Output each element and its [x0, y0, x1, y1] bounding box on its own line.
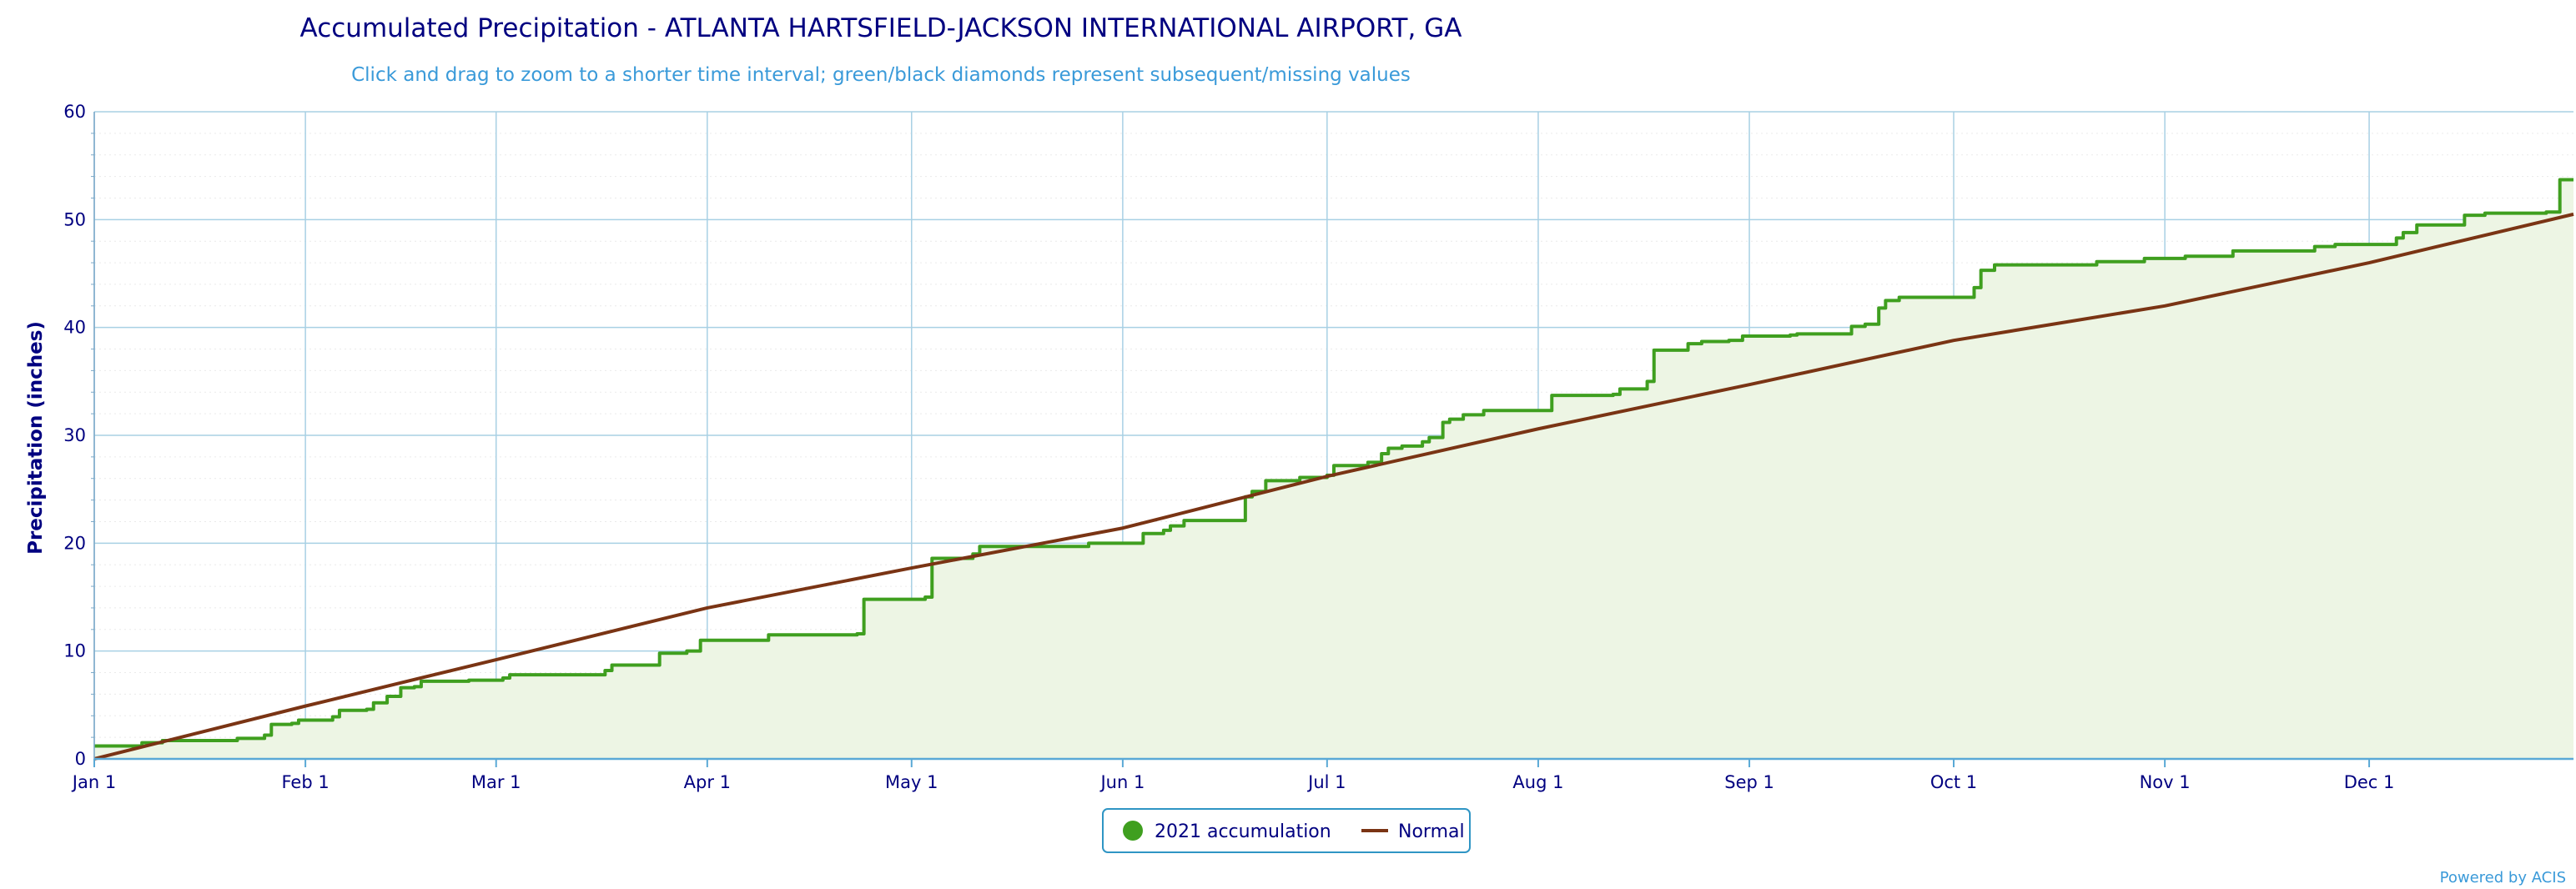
x-tick-label: Aug 1 [1512, 772, 1563, 792]
x-tick-label: May 1 [885, 772, 938, 792]
legend-circle-icon [1123, 821, 1143, 841]
y-tick-label: 50 [63, 209, 86, 229]
legend-box [1102, 808, 1471, 853]
y-tick-label: 40 [63, 318, 86, 338]
y-tick-label: 10 [63, 641, 86, 661]
x-tick-label: Nov 1 [2140, 772, 2191, 792]
chart-subtitle: Click and drag to zoom to a shorter time… [351, 64, 1411, 86]
series-line-normal[interactable] [93, 212, 2574, 761]
legend-item-2021-accumulation[interactable]: 2021 accumulation [1123, 821, 1331, 842]
x-tick-label: Oct 1 [1930, 772, 1977, 792]
series-line-2021-accumulation[interactable] [94, 178, 2573, 748]
y-tick-label: 0 [75, 749, 86, 769]
x-tick-label: Jun 1 [1099, 772, 1145, 792]
y-axis-label: Precipitation (inches) [25, 321, 47, 555]
acis-credit-link[interactable]: Powered by ACIS [2440, 869, 2566, 886]
y-tick-label: 60 [63, 102, 86, 122]
chart-title: Accumulated Precipitation - ATLANTA HART… [300, 13, 1462, 43]
legend-item-normal[interactable]: Normal [1361, 821, 1465, 842]
y-tick-label: 20 [63, 533, 86, 553]
plot-series [93, 178, 2574, 761]
x-tick-label: Mar 1 [471, 772, 521, 792]
x-tick-label: Feb 1 [282, 772, 330, 792]
x-tick-label: Jul 1 [1306, 772, 1346, 792]
axes: 0 10 20 30 40 50 60 Jan 1 Feb 1 Mar 1 Apr 1 May 1 Ju… [63, 102, 2573, 792]
legend: 2021 accumulation Normal [1102, 808, 1471, 853]
x-tick-label: Dec 1 [2344, 772, 2395, 792]
legend-label-2021-accumulation: 2021 accumulation [1155, 821, 1331, 842]
x-tick-label: Jan 1 [71, 772, 116, 792]
y-tick-label: 30 [63, 425, 86, 445]
legend-label-normal: Normal [1398, 821, 1465, 842]
x-tick-label: Apr 1 [684, 772, 731, 792]
x-tick-label: Sep 1 [1724, 772, 1774, 792]
